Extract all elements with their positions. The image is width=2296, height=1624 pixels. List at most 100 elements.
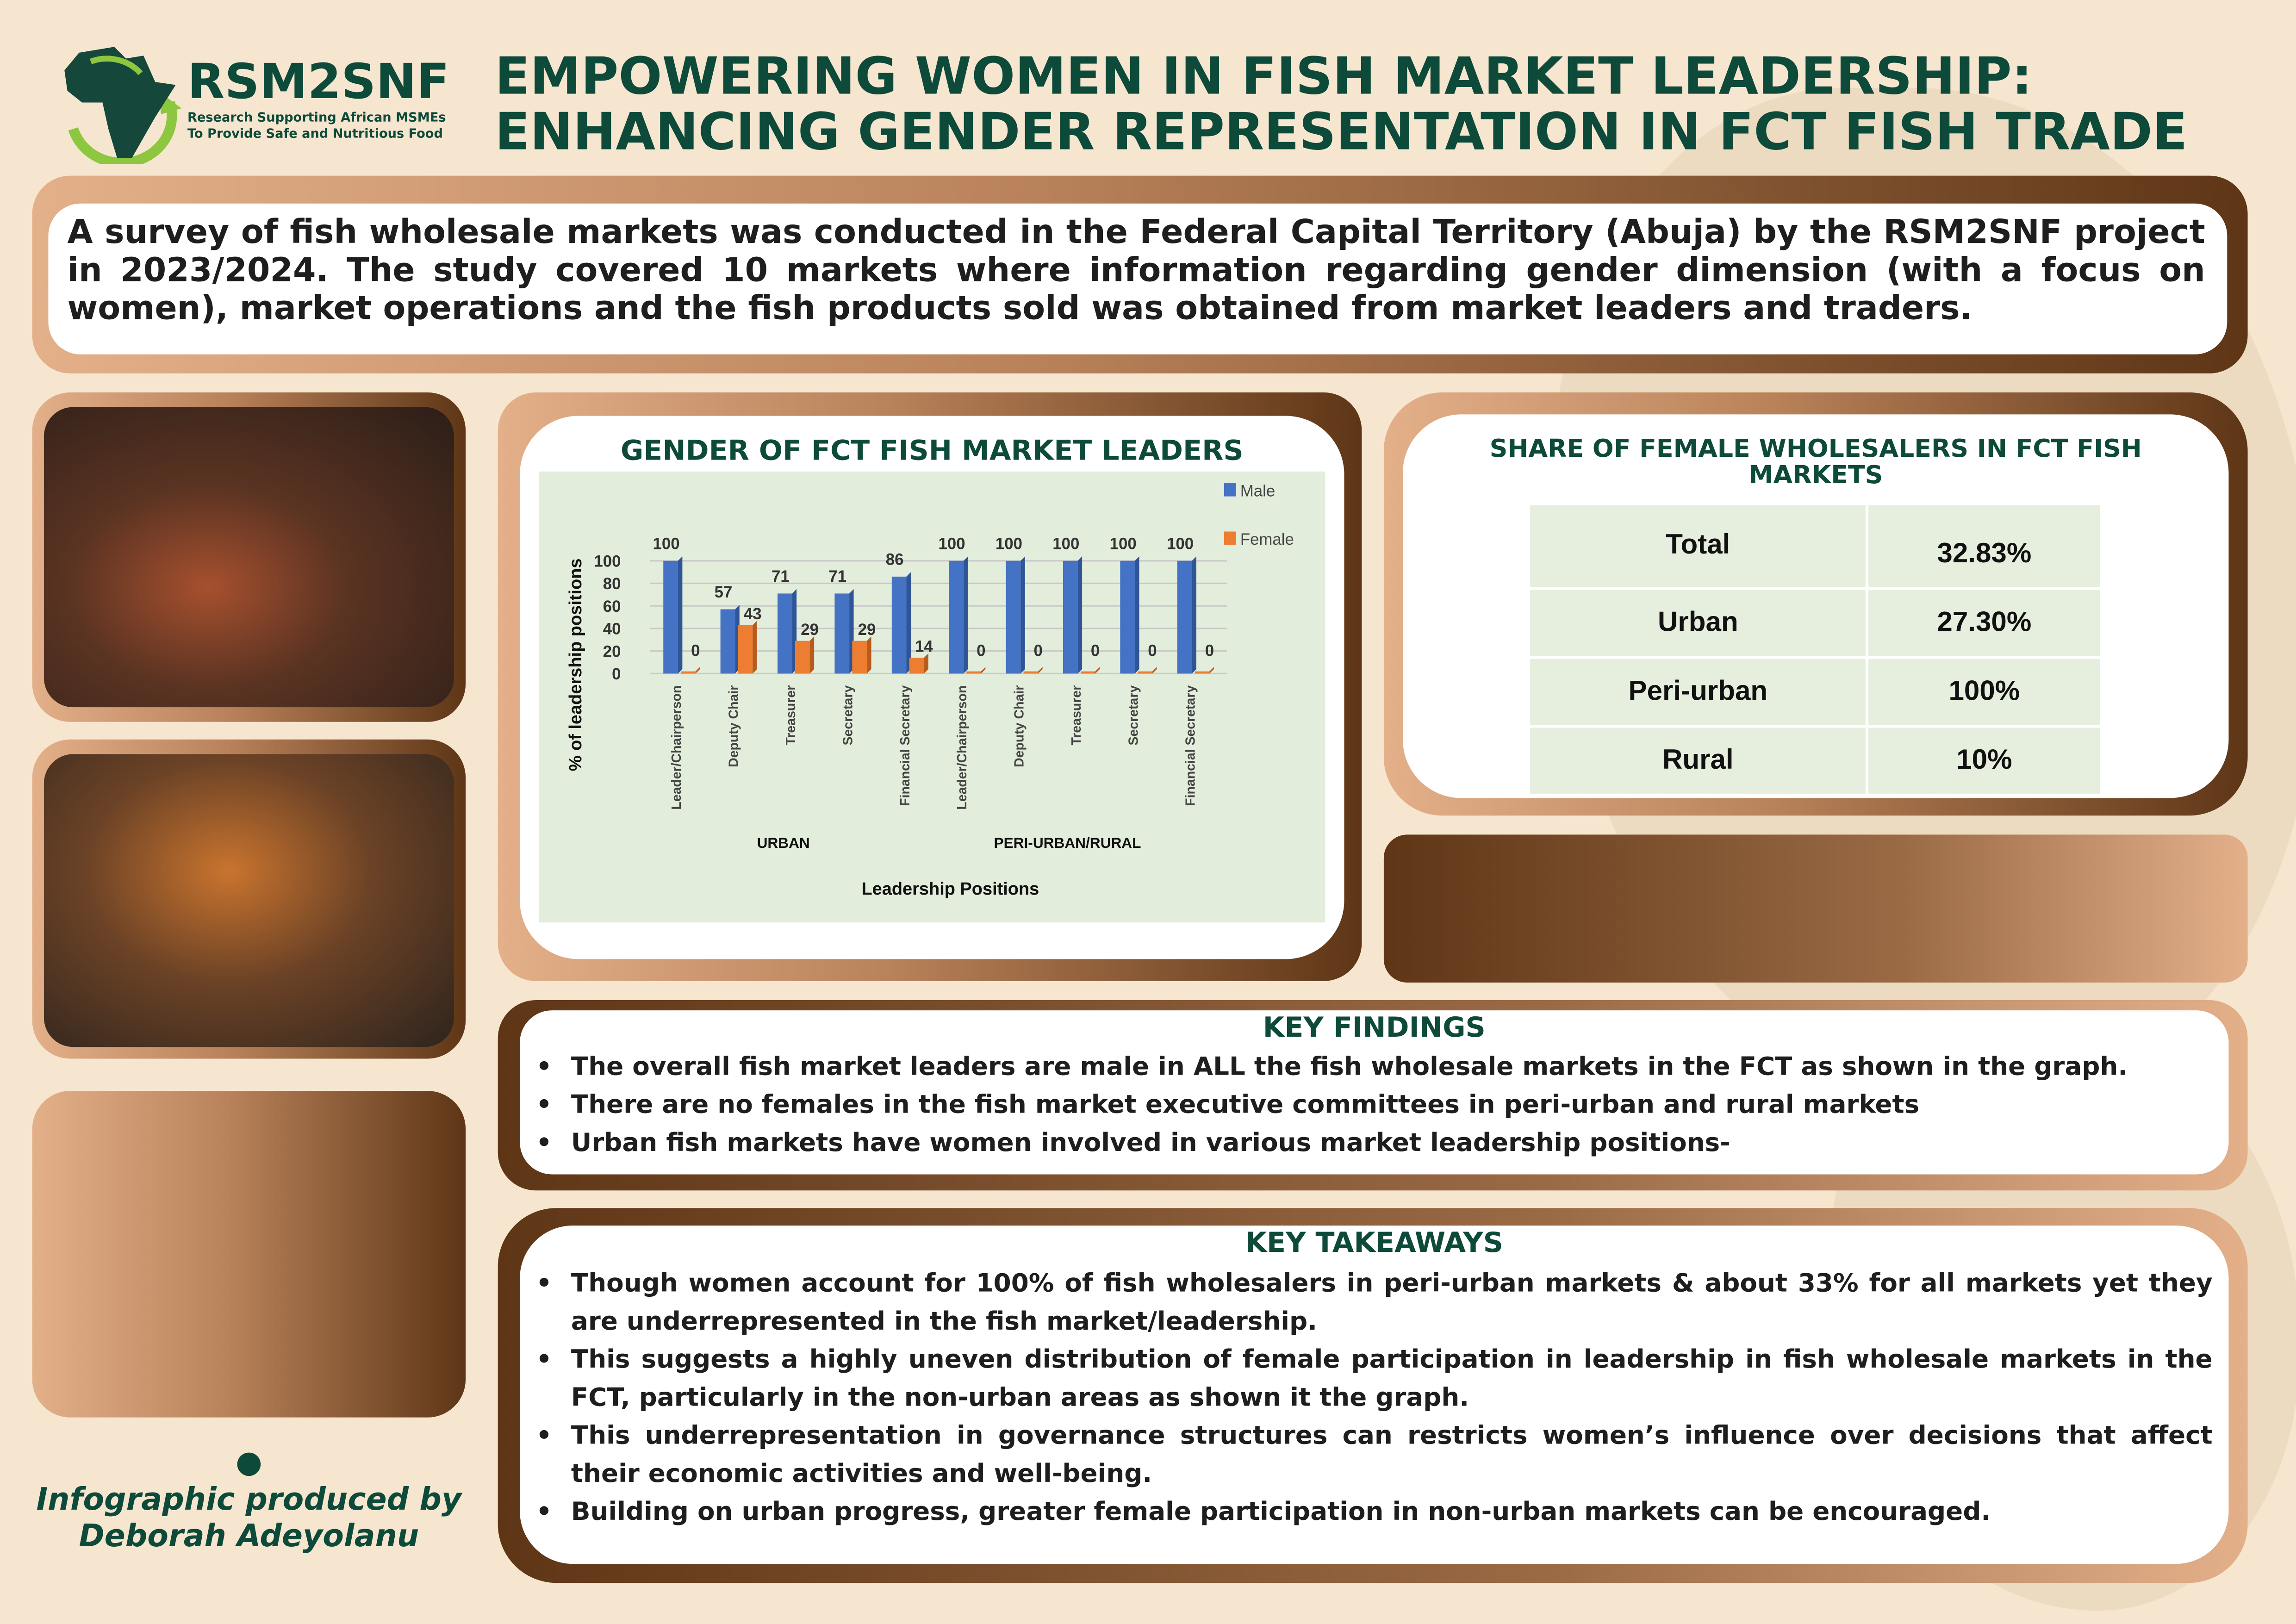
share-title: SHARE OF FEMALE WHOLESALERS IN FCT FISH …: [1489, 435, 2142, 491]
group-label: URBAN: [757, 834, 810, 851]
data-label: 0: [977, 641, 985, 660]
bar-side: [809, 636, 815, 674]
male-bar: [1120, 560, 1135, 674]
takeaways-list: Though women account for 100% of fish wh…: [521, 1265, 2213, 1532]
x-tick-label: Leader/Chairperson: [669, 685, 684, 810]
female-bar: [1023, 671, 1039, 674]
logo-name: RSM2SNF: [187, 52, 450, 110]
data-label: 57: [715, 583, 733, 601]
x-tick-label: Financial Secretary: [898, 685, 913, 806]
bar-side: [1038, 667, 1043, 674]
group-label: PERI-URBAN/RURAL: [994, 834, 1141, 851]
male-bar: [1006, 560, 1021, 674]
intro-text: A survey of fish wholesale markets was c…: [67, 213, 2205, 328]
data-label: 100: [939, 535, 965, 553]
x-tick-label: Financial Secretary: [1183, 685, 1198, 806]
bullet-dot-icon: [237, 1452, 261, 1476]
list-item: Urban fish markets have women involved i…: [521, 1125, 2205, 1163]
legend-label: Female: [1240, 530, 1294, 548]
logo: RSM2SNF Research Supporting African MSME…: [41, 41, 466, 164]
male-bar: [1063, 560, 1078, 674]
legend-female-swatch: [1224, 531, 1236, 545]
row-value: 32.83%: [1866, 502, 2103, 591]
logo-tagline-1: Research Supporting African MSMEs: [187, 111, 446, 126]
bar-side: [1077, 556, 1083, 674]
bar-side: [678, 556, 683, 674]
data-label: 0: [1034, 641, 1043, 660]
female-bar: [966, 671, 981, 674]
row-label: Rural: [1527, 725, 1869, 797]
row-label: Peri-urban: [1527, 656, 1869, 728]
data-label: 0: [1148, 641, 1157, 660]
bar-side: [1192, 556, 1196, 674]
bar-side: [963, 556, 968, 674]
chart-title: GENDER OF FCT FISH MARKET LEADERS: [620, 435, 1244, 467]
decorative-bar: [1383, 834, 2248, 983]
legend-male-swatch: [1224, 483, 1236, 497]
table-row: Rural 10%: [1527, 725, 2103, 797]
bar-side: [867, 636, 871, 674]
male-bar: [949, 560, 964, 674]
bar-side: [906, 572, 911, 674]
table-row: Urban 27.30%: [1527, 587, 2103, 659]
male-bar: [891, 576, 907, 674]
list-item: Building on urban progress, greater fema…: [521, 1493, 2212, 1531]
female-bar: [909, 658, 924, 674]
female-bar: [852, 641, 867, 674]
data-label: 100: [1052, 535, 1079, 553]
credit-author: Deborah Adeyolanu: [79, 1518, 419, 1554]
bar-side: [1095, 667, 1100, 674]
data-label: 43: [744, 605, 762, 623]
data-label: 100: [1167, 535, 1194, 553]
male-bar: [1177, 560, 1192, 674]
table-row: Total 32.83%: [1527, 502, 2103, 591]
y-tick-label: 40: [603, 620, 621, 638]
data-label: 14: [915, 638, 933, 656]
row-value: 100%: [1866, 656, 2103, 728]
x-tick-label: Treasurer: [1069, 685, 1084, 746]
table-row: Peri-urban 100%: [1527, 656, 2103, 728]
female-bar: [681, 671, 696, 674]
y-axis-title: % of leadership positions: [566, 559, 585, 772]
findings-title: KEY FINDINGS: [1263, 1012, 1486, 1044]
male-bar: [663, 560, 678, 674]
x-tick-label: Secretary: [1126, 685, 1141, 746]
data-label: 71: [828, 567, 846, 585]
legend-label: Male: [1240, 482, 1275, 500]
x-tick-label: Treasurer: [784, 685, 798, 746]
bar-side: [753, 621, 757, 674]
data-label: 29: [858, 621, 876, 639]
page-title-line-2: ENHANCING GENDER REPRESENTATION IN FCT F…: [495, 104, 2188, 163]
y-tick-label: 20: [603, 642, 621, 660]
male-bar: [778, 593, 792, 674]
data-label: 71: [772, 567, 790, 585]
decorative-box: [32, 1091, 466, 1418]
market-meeting-photo: [44, 407, 454, 708]
male-bar: [720, 609, 735, 674]
bar-side: [1209, 667, 1214, 674]
x-tick-label: Deputy Chair: [727, 685, 741, 767]
bar-side: [1020, 556, 1025, 674]
chart-area: 0 20 40 60 80 100 100 57 71 71 86 100 100 100 100 100 0 4…: [539, 471, 1325, 923]
list-item: This underrepresentation in governance s…: [521, 1418, 2213, 1494]
female-bar: [1195, 671, 1210, 674]
bar-side: [1135, 556, 1139, 674]
data-label: 29: [801, 621, 819, 639]
bar-side: [695, 667, 700, 674]
data-label: 100: [996, 535, 1022, 553]
data-label: 86: [886, 551, 904, 569]
bar-side: [1152, 667, 1157, 674]
female-bar: [1138, 671, 1152, 674]
female-bar: [795, 641, 810, 674]
list-item: The overall fish market leaders are male…: [521, 1048, 2205, 1086]
data-label: 100: [653, 535, 680, 553]
x-axis-title: Leadership Positions: [861, 879, 1039, 899]
data-label: 100: [1110, 535, 1137, 553]
x-tick-label: Secretary: [840, 685, 855, 746]
data-label: 0: [1205, 641, 1214, 660]
findings-list: The overall fish market leaders are male…: [521, 1048, 2205, 1163]
x-tick-label: Deputy Chair: [1012, 685, 1027, 767]
logo-tagline-2: To Provide Safe and Nutritious Food: [187, 127, 443, 142]
bar-side: [981, 667, 986, 674]
